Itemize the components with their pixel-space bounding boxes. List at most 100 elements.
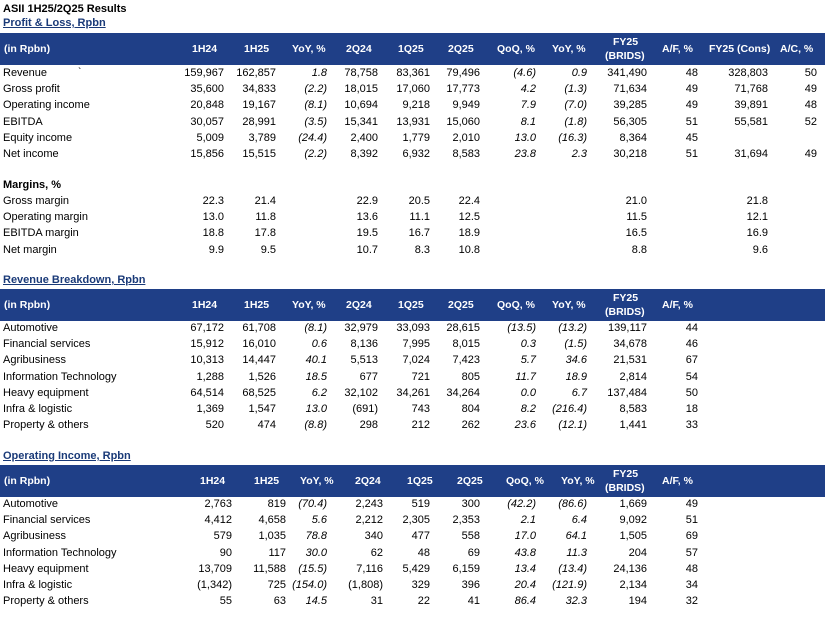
cell-1h25: 4,658: [258, 514, 286, 527]
table-row: Automotive 2,763 819 (70.4) 2,243 519 300 (42.2…: [0, 497, 825, 513]
cell-1h25: 3,789: [248, 131, 276, 144]
cell-2q24: 677: [359, 370, 378, 383]
header-1q25: 1Q25: [407, 475, 433, 487]
header-yoy: YoY, %: [300, 475, 334, 487]
header-2q25: 2Q25: [448, 43, 474, 55]
cell-qoq: 17.0: [514, 530, 536, 543]
cell-yoy: 0.6: [311, 338, 327, 351]
cell-1q25: 22: [417, 595, 430, 608]
cell-qoq: 2.1: [520, 514, 536, 527]
cell-1h24: 2,763: [204, 498, 232, 510]
cell-fy25-brids: 21,531: [613, 354, 647, 367]
cell-fy25-cons: 31,694: [734, 148, 768, 160]
cell-1h25: 68,525: [242, 386, 276, 399]
cell-1q25: 8.3: [414, 243, 430, 256]
cell-qoq: 0.3: [520, 338, 536, 351]
cell-qoq: 23.6: [514, 419, 536, 432]
cell-fy25-brids: 137,484: [607, 386, 647, 399]
table-row: Agribusiness 10,313 14,447 40.1 5,513 7,024 7,…: [0, 353, 825, 369]
cell-af: 45: [685, 131, 698, 144]
header-2q25: 2Q25: [457, 475, 483, 487]
cell-qoq: 4.2: [520, 83, 536, 96]
cell-2q25: 805: [461, 370, 480, 383]
cell-2q25: 300: [461, 498, 480, 510]
header-2q24: 2Q24: [346, 43, 372, 55]
revenue-header-row: (in Rpbn) 1H24 1H25 YoY, % 2Q24 1Q25 2Q2…: [0, 289, 825, 321]
cell-1h25: 21.4: [254, 195, 276, 207]
cell-yoy: 13.0: [305, 403, 327, 415]
cell-2q25: 22.4: [458, 195, 480, 207]
table-row: Revenue ` 159,967 162,857 1.8 78,758 83,361 79,…: [0, 66, 825, 82]
cell-ac: 52: [804, 115, 817, 128]
cell-yoy: 6.2: [311, 386, 327, 399]
cell-af: 51: [685, 148, 698, 160]
cell-1q25: 721: [411, 370, 430, 383]
cell-yoy: 40.1: [305, 354, 327, 367]
header-fy25-cons: FY25 (Cons): [709, 43, 771, 55]
cell-yoy-q: 34.6: [565, 354, 587, 367]
cell-qoq: (42.2): [507, 498, 536, 510]
cell-2q24: 8,136: [350, 338, 378, 351]
cell-2q24: 7,116: [356, 562, 383, 575]
row-label: Operating margin: [3, 211, 88, 224]
table-row: EBITDA margin 18.8 17.8 19.5 16.7 18.9 16.5 16.…: [0, 226, 825, 242]
table-row: Information Technology 90 117 30.0 62 48 69 43.…: [0, 546, 825, 562]
cell-yoy-q: 11.3: [566, 546, 587, 559]
cell-fy25-brids: 139,117: [608, 322, 647, 334]
cell-2q24: (1,808): [348, 579, 383, 591]
row-label: Operating income: [3, 99, 90, 112]
cell-qoq: 20.4: [514, 579, 536, 591]
header-1h24: 1H24: [200, 475, 226, 487]
cell-qoq: 86.4: [514, 595, 536, 608]
header-1h25: 1H25: [244, 43, 270, 55]
cell-1h25: 725: [267, 579, 286, 591]
cell-yoy: 5.6: [311, 514, 327, 527]
cell-yoy: (15.5): [298, 562, 327, 575]
margins-section-title: Margins, %: [3, 179, 62, 191]
cell-af: 32: [685, 595, 698, 608]
cell-1h25: 9.5: [260, 243, 276, 256]
cell-2q24: 2,243: [355, 498, 383, 510]
header-brids: (BRIDS): [605, 50, 645, 62]
table-row: Gross profit 35,600 34,833 (2.2) 18,015 17,06…: [0, 82, 825, 98]
cell-qoq: (13.5): [507, 322, 536, 334]
cell-yoy: (8.8): [304, 419, 327, 432]
cell-1q25: 7,995: [402, 338, 430, 351]
header-yoy: YoY, %: [292, 43, 326, 55]
cell-ac: 49: [804, 83, 817, 96]
header-yoy-q: YoY, %: [552, 43, 586, 55]
cell-1h25: 1,035: [258, 530, 286, 543]
table-row: EBITDA 30,057 28,991 (3.5) 15,341 13,931 15,06…: [0, 115, 825, 131]
cell-1h25: 63: [273, 595, 286, 608]
cell-2q24: 5,513: [350, 354, 378, 367]
row-mark: `: [78, 67, 82, 78]
cell-1h25: 34,833: [242, 83, 276, 96]
row-label: Heavy equipment: [3, 386, 89, 399]
cell-1q25: 83,361: [396, 67, 430, 79]
cell-1q25: 1,779: [402, 131, 430, 144]
cell-1h24: (1,342): [197, 579, 232, 591]
cell-yoy-q: (13.2): [558, 322, 587, 334]
cell-yoy: (2.2): [304, 148, 327, 160]
cell-2q24: 78,758: [344, 67, 378, 79]
row-label: Net income: [3, 148, 59, 160]
cell-2q24: 32,102: [344, 386, 378, 399]
cell-1h25: 1,526: [248, 370, 276, 383]
cell-1h24: 30,057: [190, 115, 224, 128]
cell-1h25: 474: [257, 419, 276, 432]
header-yoy-q: YoY, %: [561, 475, 595, 487]
cell-fy25-brids: 21.0: [625, 195, 647, 207]
cell-2q24: 10.7: [356, 243, 378, 256]
cell-1q25: 16.7: [408, 227, 430, 240]
cell-af: 49: [685, 498, 698, 510]
cell-ac: 48: [804, 99, 817, 112]
cell-2q25: 2,353: [452, 514, 480, 527]
header-af: A/F, %: [662, 299, 693, 311]
cell-1h25: 117: [268, 546, 286, 559]
cell-1q25: 519: [411, 498, 430, 510]
cell-1h24: 159,967: [184, 67, 224, 79]
cell-1q25: 477: [411, 530, 430, 543]
cell-fy25-brids: 2,134: [619, 579, 647, 591]
cell-1h24: 35,600: [190, 83, 224, 96]
cell-fy25-cons: 328,803: [728, 67, 768, 79]
